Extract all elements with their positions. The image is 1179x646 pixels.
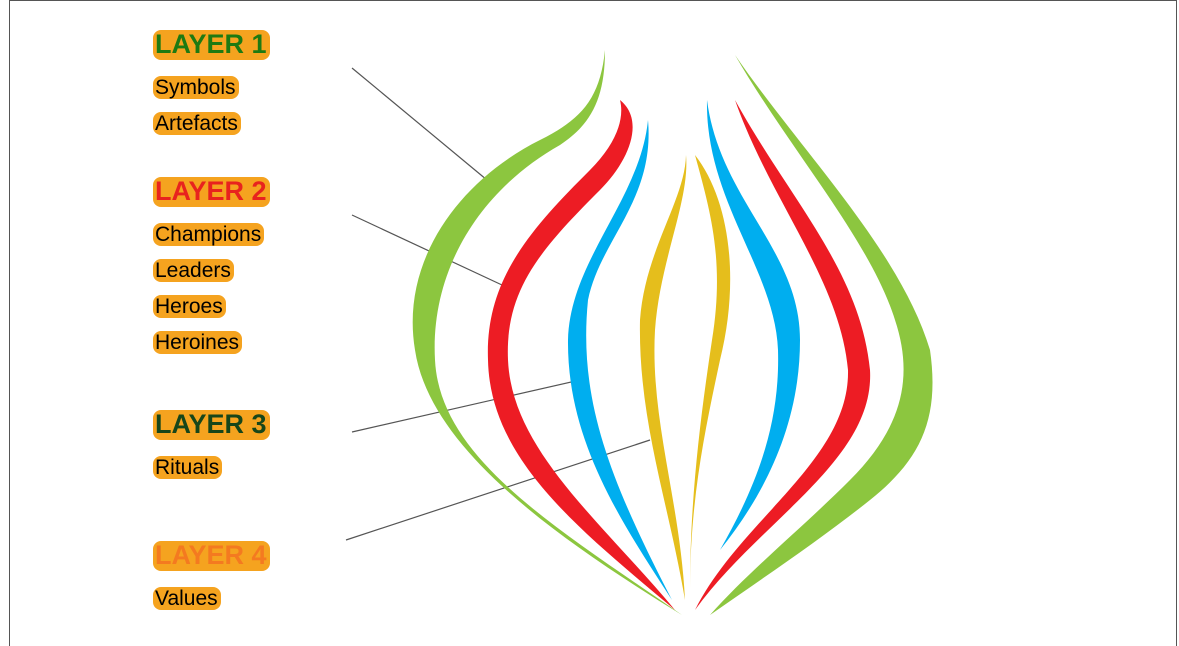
layer-1-left xyxy=(412,50,682,615)
layer-4-right xyxy=(690,155,731,590)
layer-title: LAYER 2 xyxy=(153,176,270,207)
pointer-line xyxy=(351,379,581,433)
layer-item: Artefacts xyxy=(153,112,241,136)
layer-item: Values xyxy=(153,587,221,611)
layer-3-right xyxy=(706,100,800,550)
layer-title: LAYER 4 xyxy=(153,540,270,571)
frame xyxy=(9,0,1177,646)
layer-item: Symbols xyxy=(153,76,239,100)
layer-item: Champions xyxy=(153,223,265,247)
layer-1-right xyxy=(710,55,933,615)
layer-4-left xyxy=(639,155,687,600)
layer-item: Rituals xyxy=(153,456,223,480)
layer-item: Leaders xyxy=(153,259,234,283)
layer-3-left xyxy=(567,120,672,600)
pointer-line xyxy=(351,67,488,181)
layer-item: Heroes xyxy=(153,295,226,319)
layer-title: LAYER 1 xyxy=(153,29,270,60)
layer-2-left xyxy=(487,100,675,610)
layer-2-right xyxy=(695,100,871,610)
pointer-line xyxy=(351,214,503,286)
layer-item: Heroines xyxy=(153,331,243,355)
layer-title: LAYER 3 xyxy=(153,409,270,440)
